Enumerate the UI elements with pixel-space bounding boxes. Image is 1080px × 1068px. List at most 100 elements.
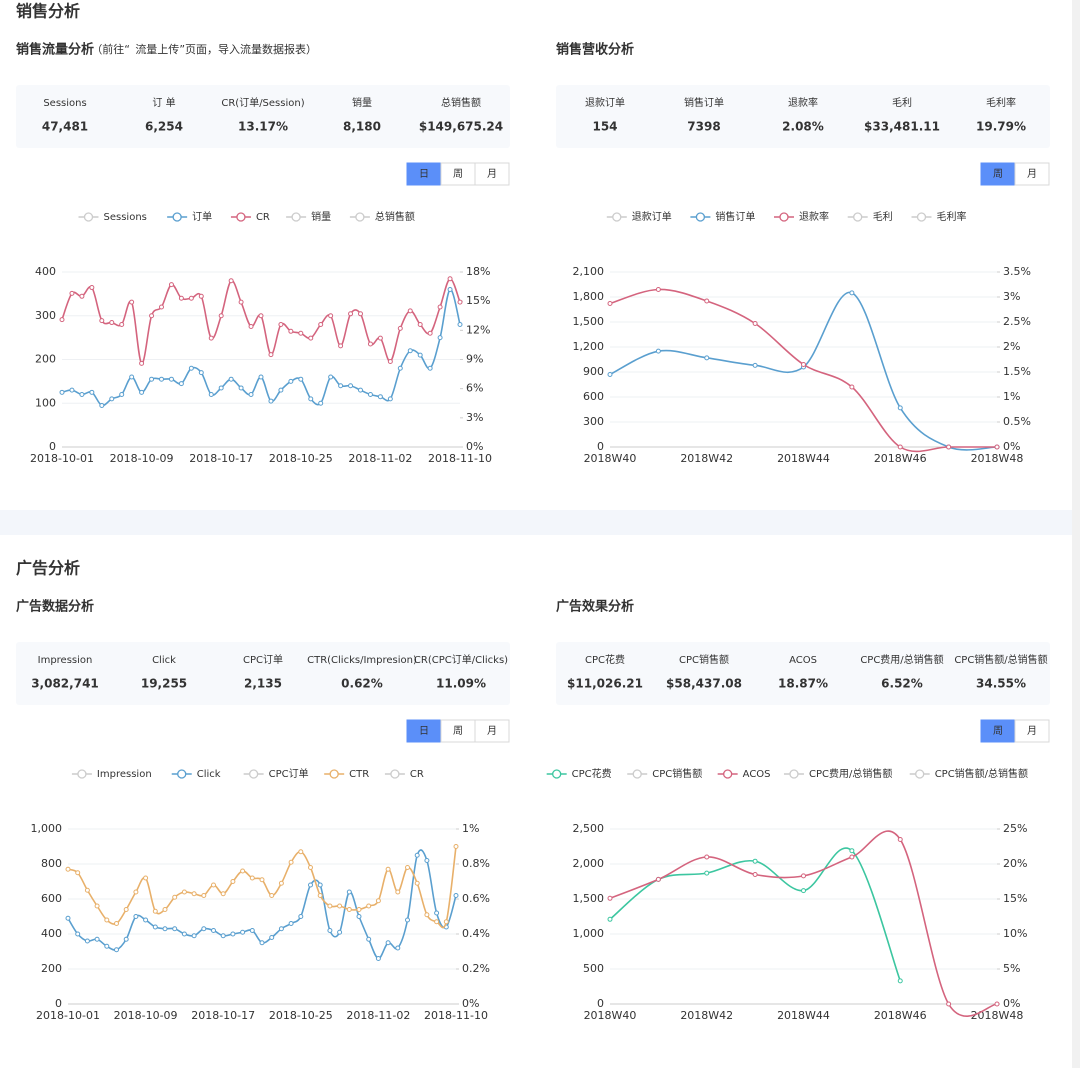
toggle-button[interactable]: [474, 162, 510, 186]
x-tick-label: 2018-11-02: [348, 452, 412, 465]
legend-swatch-dot[interactable]: [77, 769, 87, 779]
panel-title: 广告数据分析: [16, 599, 94, 615]
toggle-button[interactable]: [1014, 162, 1050, 186]
legend-swatch-dot[interactable]: [83, 212, 94, 222]
data-point: [114, 921, 119, 926]
y2-tick-label: 1.5%: [1003, 365, 1031, 378]
x-tick-label: 2018-10-09: [110, 452, 174, 465]
legend-label[interactable]: CPC销售额: [652, 767, 702, 780]
legend-swatch-dot[interactable]: [916, 212, 927, 222]
toggle-button[interactable]: [1014, 719, 1050, 743]
data-point: [327, 928, 333, 933]
upload-link[interactable]: 流量上传: [135, 42, 179, 56]
toggle-label[interactable]: 日: [419, 726, 429, 737]
legend-swatch-dot[interactable]: [789, 769, 799, 779]
data-point: [119, 392, 125, 397]
data-point: [704, 355, 710, 361]
stat-value: $11,026.21: [567, 677, 643, 691]
toggle-button[interactable]: [474, 719, 510, 743]
toggle-label[interactable]: 月: [487, 168, 497, 180]
data-point: [259, 877, 265, 883]
data-point: [704, 870, 710, 876]
legend-label[interactable]: 毛利: [873, 211, 893, 223]
legend-label[interactable]: CPC订单: [269, 768, 309, 780]
legend-swatch-dot[interactable]: [172, 212, 182, 222]
data-point: [437, 335, 443, 341]
data-point: [104, 917, 110, 923]
legend-swatch-dot[interactable]: [177, 769, 187, 779]
data-point: [129, 374, 135, 380]
legend-label[interactable]: Sessions: [104, 212, 147, 223]
legend-label[interactable]: 退款订单: [632, 210, 672, 223]
data-point: [268, 352, 274, 358]
data-point: [114, 947, 119, 953]
stat-value: 47,481: [42, 120, 88, 134]
data-point: [752, 858, 758, 864]
legend-label[interactable]: 销售订单: [715, 210, 755, 223]
data-point: [395, 889, 401, 895]
data-point: [104, 943, 110, 949]
stat-value: $149,675.24: [419, 120, 503, 134]
legend-label[interactable]: ACOS: [743, 769, 771, 780]
legend-label[interactable]: 退款率: [799, 210, 829, 223]
legend-swatch-dot[interactable]: [355, 212, 365, 222]
toggle-label[interactable]: 日: [419, 169, 429, 180]
y2-tick-label: 6%: [466, 382, 483, 395]
legend-swatch-dot[interactable]: [779, 212, 789, 222]
legend-swatch-dot[interactable]: [248, 769, 259, 779]
data-point: [385, 866, 391, 872]
y2-tick-label: 3%: [466, 411, 483, 424]
toggle-label[interactable]: 周: [453, 168, 463, 180]
data-point: [387, 358, 393, 364]
legend-swatch-dot[interactable]: [695, 212, 706, 222]
legend-swatch-dot[interactable]: [236, 212, 246, 222]
x-tick-label: 2018-10-09: [114, 1009, 178, 1022]
data-point: [395, 945, 401, 951]
stat-value: 2.08%: [782, 120, 824, 134]
toggle-label[interactable]: 周: [453, 725, 463, 737]
stat-value: 6,254: [145, 120, 183, 134]
legend-swatch-dot[interactable]: [853, 212, 863, 222]
toggle-label[interactable]: 月: [1027, 168, 1037, 180]
data-point: [328, 313, 334, 319]
legend-label[interactable]: Impression: [97, 769, 152, 780]
legend-swatch-dot[interactable]: [723, 769, 733, 779]
data-point: [387, 396, 393, 402]
x-tick-label: 2018W48: [971, 452, 1024, 465]
legend-label[interactable]: 毛利率: [937, 210, 967, 223]
legend-swatch-dot[interactable]: [632, 769, 642, 779]
legend-label[interactable]: CTR: [349, 769, 369, 780]
y-tick-label: 2,500: [573, 822, 605, 835]
legend-swatch-dot[interactable]: [612, 212, 622, 222]
data-point: [427, 330, 433, 336]
legend-swatch-dot[interactable]: [329, 769, 339, 779]
legend-label[interactable]: 销量: [311, 210, 331, 223]
legend-label[interactable]: 订单: [192, 211, 212, 223]
data-point: [752, 321, 758, 326]
legend-label[interactable]: Click: [197, 769, 221, 780]
data-point: [308, 882, 313, 888]
data-point: [143, 917, 149, 923]
data-point: [99, 318, 105, 324]
legend-label[interactable]: 总销售额: [375, 210, 415, 223]
legend-label[interactable]: CR: [410, 769, 424, 780]
legend-label[interactable]: CPC销售额/总销售额: [935, 767, 1028, 780]
stat-label: 毛利率: [986, 96, 1016, 109]
toggle-label[interactable]: 月: [1027, 725, 1037, 737]
toggle-label[interactable]: 周: [993, 168, 1003, 180]
legend-swatch-dot[interactable]: [552, 769, 562, 779]
legend-label[interactable]: CPC费用/总销售额: [809, 767, 892, 780]
legend-swatch-dot[interactable]: [291, 212, 301, 222]
data-point: [849, 854, 855, 860]
x-tick-label: 2018W44: [777, 1009, 830, 1022]
legend-swatch-dot[interactable]: [915, 769, 925, 779]
data-point: [375, 956, 381, 961]
y-tick-label: 400: [35, 265, 56, 278]
legend-swatch-dot[interactable]: [390, 769, 400, 779]
legend-label[interactable]: CPC花费: [572, 767, 612, 780]
toggle-label[interactable]: 周: [993, 725, 1003, 737]
legend-label[interactable]: CR: [256, 212, 270, 223]
y2-tick-label: 1%: [1003, 390, 1020, 403]
data-point: [655, 348, 661, 354]
toggle-label[interactable]: 月: [487, 725, 497, 737]
